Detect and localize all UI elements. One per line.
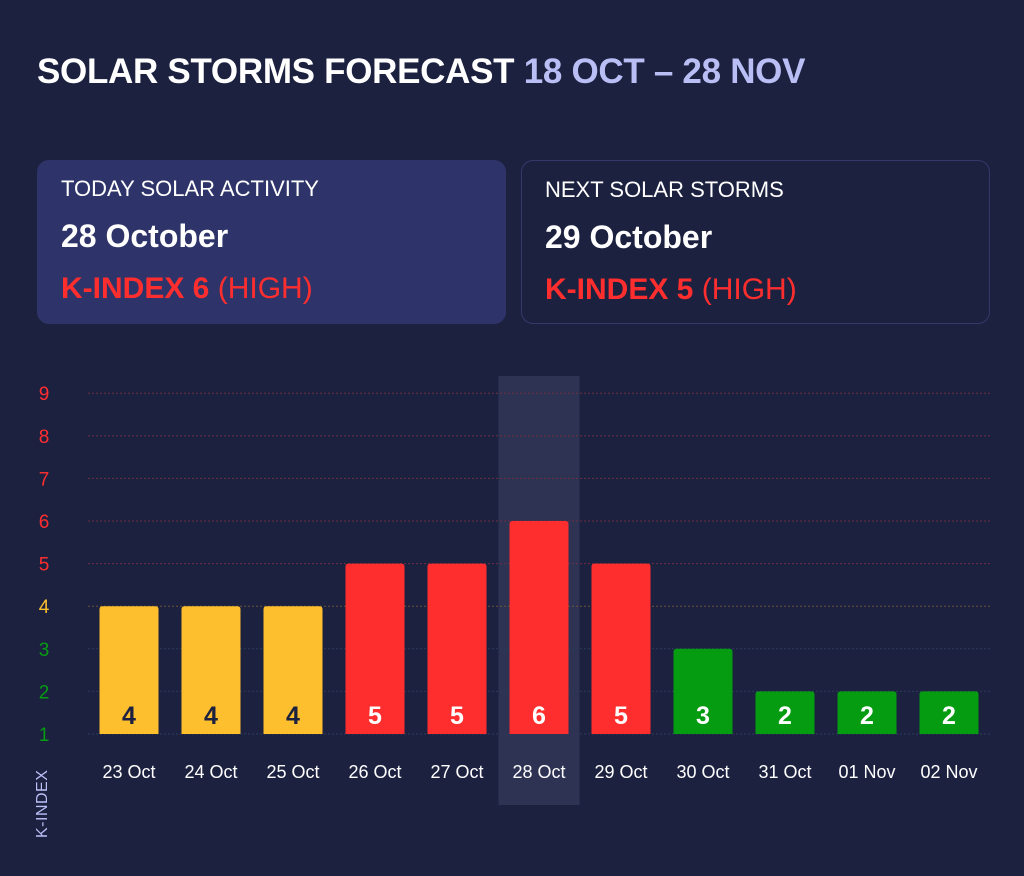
- next-caption: NEXT SOLAR STORMS: [545, 177, 784, 202]
- x-tick-label: 27 Oct: [430, 762, 483, 782]
- bar-value-label: 2: [860, 702, 874, 730]
- x-tick-label: 30 Oct: [676, 762, 729, 782]
- bar: [345, 563, 405, 734]
- bar-value-label: 4: [286, 702, 300, 730]
- today-kindex-line: K-INDEX 6 (HIGH): [61, 272, 313, 306]
- x-tick-label: 23 Oct: [102, 762, 155, 782]
- bar-value-label: 2: [778, 702, 792, 730]
- next-kindex: K-INDEX 5: [545, 273, 694, 306]
- bar: [181, 606, 241, 734]
- x-tick-label: 01 Nov: [838, 762, 895, 782]
- y-tick-label: 9: [39, 384, 50, 405]
- bar: [919, 691, 979, 734]
- y-tick-label: 3: [39, 640, 50, 661]
- bar: [99, 606, 159, 734]
- bar-value-label: 5: [368, 702, 382, 730]
- bar-value-label: 5: [450, 702, 464, 730]
- title-main: SOLAR STORMS FORECAST: [37, 52, 515, 91]
- bar: [509, 521, 569, 734]
- next-date: 29 October: [545, 219, 713, 255]
- x-tick-label: 28 Oct: [512, 762, 565, 782]
- today-caption: TODAY SOLAR ACTIVITY: [61, 176, 319, 201]
- y-axis-label: K-INDEX: [34, 769, 51, 838]
- today-level: (HIGH): [217, 272, 313, 305]
- x-tick-label: 26 Oct: [348, 762, 401, 782]
- bar: [427, 563, 487, 734]
- bar: [673, 648, 733, 734]
- next-level: (HIGH): [701, 273, 797, 306]
- bar-value-label: 4: [122, 702, 136, 730]
- x-tick-label: 31 Oct: [758, 762, 811, 782]
- x-tick-label: 02 Nov: [920, 762, 977, 782]
- today-date: 28 October: [61, 218, 229, 254]
- bar-value-label: 5: [614, 702, 628, 730]
- bar: [837, 691, 897, 734]
- next-storms-card: NEXT SOLAR STORMS 29 October K-INDEX 5 (…: [521, 160, 990, 324]
- x-tick-label: 25 Oct: [266, 762, 319, 782]
- title-date-range: 18 OCT – 28 NOV: [523, 52, 806, 91]
- chart-title: SOLAR STORMS FORECAST 18 OCT – 28 NOV: [37, 52, 805, 92]
- next-kindex-line: K-INDEX 5 (HIGH): [545, 273, 797, 307]
- bar: [263, 606, 323, 734]
- bar-value-label: 4: [204, 702, 218, 730]
- y-tick-label: 7: [39, 469, 50, 490]
- bar-value-label: 3: [696, 702, 710, 730]
- bar: [755, 691, 815, 734]
- y-tick-label: 6: [39, 512, 50, 533]
- bar-value-label: 6: [532, 702, 546, 730]
- bar: [591, 563, 651, 734]
- y-tick-label: 4: [39, 597, 50, 618]
- kindex-bar-chart: 1 2 3 4 5 6 7 8 9 4 23 Oct 4 24 Oct 4 25 Oct 5 26 Oct 5 27…: [39, 376, 990, 805]
- today-kindex: K-INDEX 6: [61, 272, 210, 305]
- x-tick-label: 29 Oct: [594, 762, 647, 782]
- today-activity-card: TODAY SOLAR ACTIVITY 28 October K-INDEX …: [37, 160, 506, 324]
- x-tick-label: 24 Oct: [184, 762, 237, 782]
- bar-value-label: 2: [942, 702, 956, 730]
- y-tick-label: 2: [39, 682, 50, 703]
- y-tick-label: 8: [39, 427, 50, 448]
- y-tick-label: 5: [39, 555, 50, 576]
- y-tick-label: 1: [39, 725, 50, 746]
